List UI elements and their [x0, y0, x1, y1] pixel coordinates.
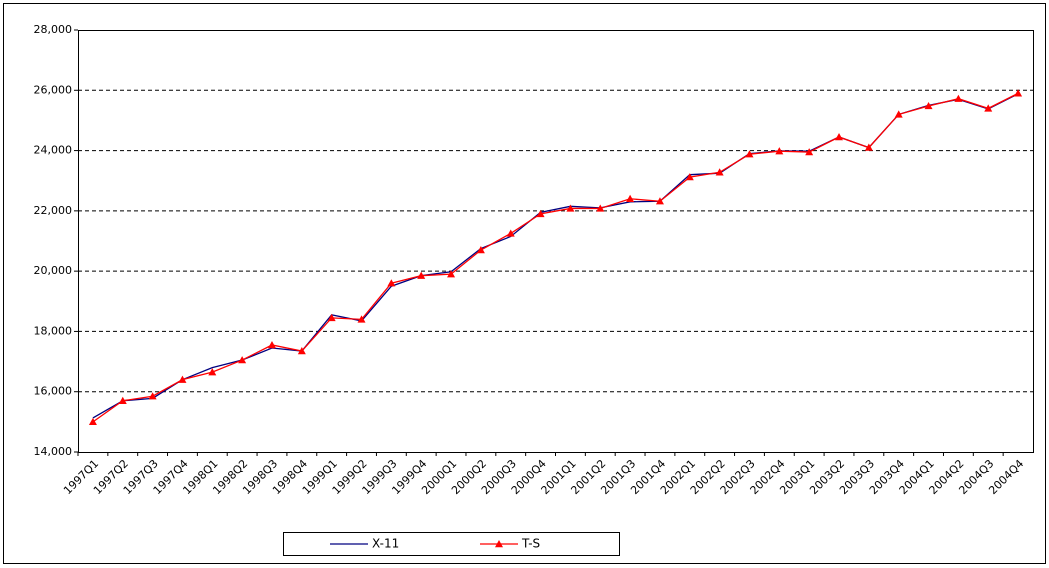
legend-box [283, 532, 620, 556]
marker [715, 168, 724, 176]
marker [118, 396, 127, 404]
marker [327, 313, 336, 322]
marker [447, 270, 456, 278]
marker [745, 150, 754, 158]
marker [297, 347, 306, 355]
marker [267, 340, 276, 349]
marker [506, 229, 515, 237]
marker [835, 133, 844, 141]
legend-marker [495, 540, 503, 548]
marker [954, 94, 963, 102]
marker [238, 356, 247, 364]
y-tick-label: 22,000 [34, 204, 73, 217]
series-line [92, 92, 1019, 423]
marker [417, 271, 426, 279]
marker [476, 246, 485, 254]
marker [685, 173, 694, 181]
marker [655, 197, 664, 205]
marker [984, 104, 993, 112]
y-tick-label: 26,000 [34, 83, 73, 96]
legend-label: X-11 [372, 537, 399, 551]
marker [626, 194, 635, 202]
marker [148, 392, 157, 400]
y-tick-label: 20,000 [34, 264, 73, 277]
marker [357, 315, 366, 323]
marker [178, 375, 187, 383]
marker [536, 209, 545, 218]
y-tick-label: 18,000 [34, 324, 73, 337]
marker [1014, 89, 1023, 97]
marker [208, 368, 217, 376]
y-tick-label: 28,000 [34, 23, 73, 36]
y-tick-label: 16,000 [34, 385, 73, 398]
marker [596, 204, 605, 212]
marker [387, 279, 396, 287]
marker [894, 110, 903, 118]
legend-label: T-S [521, 537, 540, 551]
legend: X-11 T-S [283, 532, 620, 556]
marker [88, 417, 97, 426]
plot-area [78, 30, 1034, 453]
y-tick-label: 24,000 [34, 144, 73, 157]
marker [566, 204, 575, 212]
y-tick-label: 14,000 [34, 445, 73, 458]
marker [805, 148, 814, 156]
marker [924, 101, 933, 110]
marker [864, 143, 873, 151]
marker [775, 147, 784, 155]
